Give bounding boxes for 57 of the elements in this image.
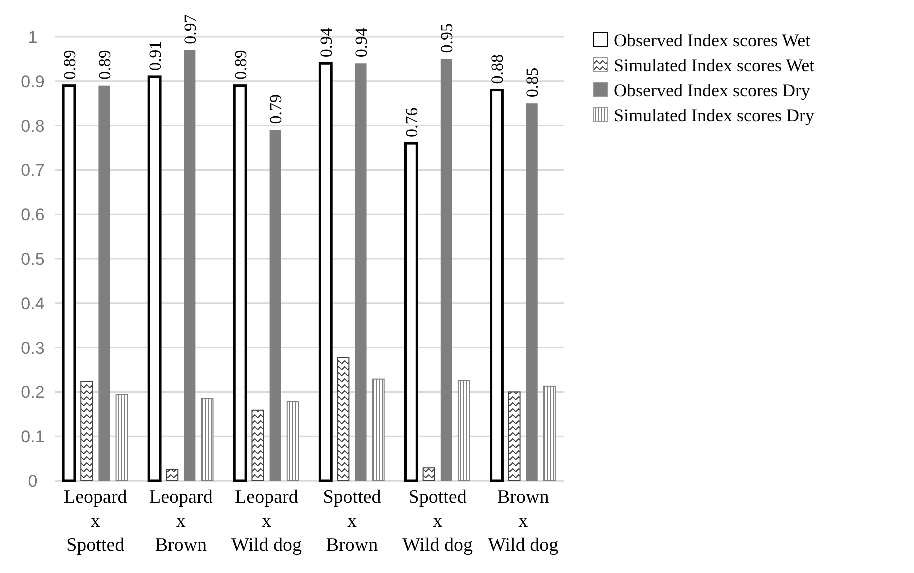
data-label: 0.89 xyxy=(95,50,114,80)
x-tick-label: Spotted x Brown xyxy=(323,487,382,556)
y-tick-label: 0.1 xyxy=(21,428,45,447)
data-label: 0.89 xyxy=(60,50,80,80)
data-label: 0.89 xyxy=(231,50,250,80)
data-label: 0.94 xyxy=(316,27,336,58)
bar xyxy=(148,76,162,482)
data-label: 0.94 xyxy=(352,27,372,58)
data-label: 0.97 xyxy=(180,14,200,44)
y-tick-label: 1 xyxy=(28,28,38,47)
y-tick-label: 0.4 xyxy=(21,294,45,314)
bar xyxy=(458,380,470,482)
y-tick-label: 0.8 xyxy=(21,116,45,136)
x-tick-label: Leopard x Brown xyxy=(150,487,214,556)
bar xyxy=(184,50,196,481)
data-label: 0.76 xyxy=(402,108,422,138)
bar xyxy=(440,59,452,481)
bar xyxy=(233,84,248,482)
y-tick-label: 0.2 xyxy=(21,383,45,402)
data-label: 0.91 xyxy=(146,41,165,71)
bar xyxy=(526,104,538,481)
legend-label: Simulated Index scores Wet xyxy=(614,55,815,76)
bar xyxy=(252,410,264,482)
y-tick-label: 0 xyxy=(28,472,38,491)
bar xyxy=(337,357,350,482)
y-tick-label: 0.9 xyxy=(21,72,45,92)
bar xyxy=(201,398,214,482)
bar xyxy=(80,381,94,482)
bar xyxy=(404,142,418,482)
data-label: 0.95 xyxy=(438,23,457,54)
x-tick-label: Spotted x Wild dog xyxy=(402,487,474,556)
bar xyxy=(508,392,521,482)
x-tick-label: Leopard x Spotted xyxy=(64,487,128,556)
bar xyxy=(166,469,179,482)
legend-label: Observed Index scores Dry xyxy=(614,80,810,100)
bar xyxy=(490,89,504,482)
data-label: 0.79 xyxy=(266,94,286,124)
bar xyxy=(318,62,333,482)
bar xyxy=(355,64,367,481)
bar xyxy=(372,378,385,482)
bar xyxy=(286,401,300,482)
x-tick-label: Brown x Wild dog xyxy=(488,487,560,556)
bar xyxy=(270,130,282,481)
y-tick-label: 0.5 xyxy=(21,250,45,269)
y-tick-label: 0.6 xyxy=(21,206,45,225)
x-tick-label: Leopard x Wild dog xyxy=(231,487,302,556)
bar xyxy=(422,468,436,482)
y-tick-label: 0.7 xyxy=(21,161,45,180)
bar xyxy=(116,394,128,482)
legend-label: Simulated Index scores Dry xyxy=(614,105,814,126)
bar xyxy=(62,84,76,482)
bar xyxy=(544,386,556,482)
data-label: 0.88 xyxy=(488,54,507,84)
y-tick-label: 0.3 xyxy=(21,338,45,358)
data-label: 0.85 xyxy=(523,68,542,98)
bar xyxy=(98,86,110,481)
legend-label: Observed Index scores Wet xyxy=(614,30,811,50)
